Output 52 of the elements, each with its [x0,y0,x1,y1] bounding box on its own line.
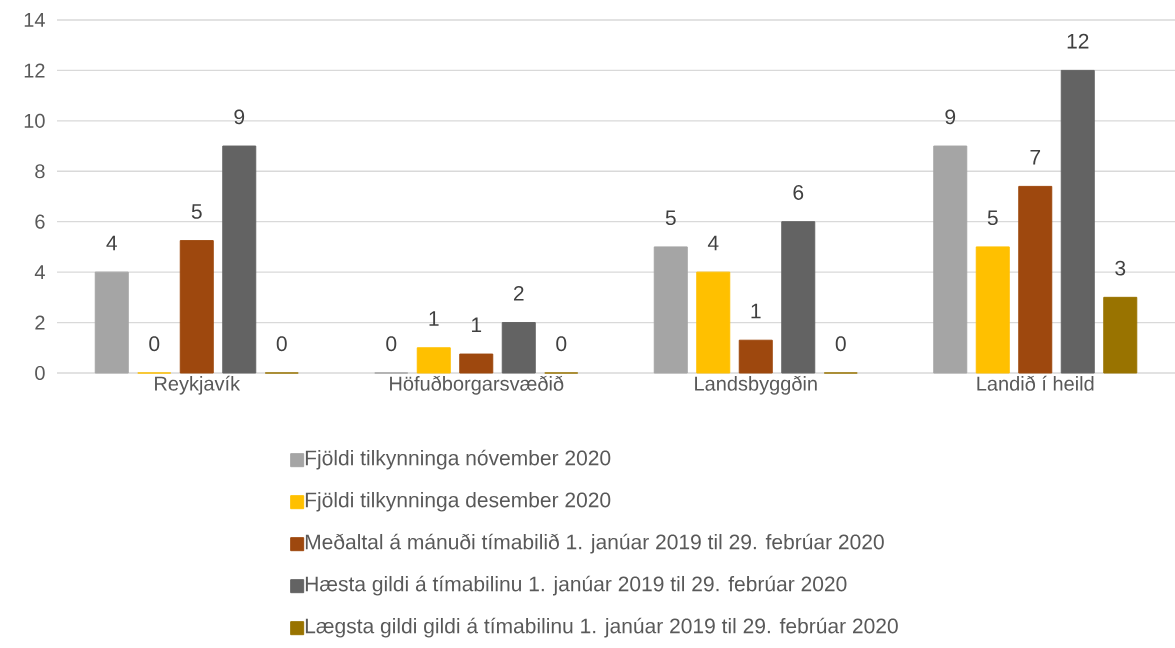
legend-label: Fjöldi tilkynninga desember 2020 [305,491,611,512]
x-tick-label: Höfuðborgarsvæðið [390,375,564,395]
data-label: 6 [793,185,804,200]
data-label: 5 [665,210,676,226]
bar [94,271,129,374]
data-label: 1 [751,303,761,319]
bar [459,353,494,374]
bar [696,271,731,374]
bar [416,347,451,374]
bar [1018,185,1053,374]
bar [1103,296,1138,374]
data-label: 5 [191,204,202,219]
data-label: 12 [1067,33,1089,49]
x-tick-label: Reykjavík [155,375,241,395]
data-label: 1 [472,317,482,333]
data-label: 5 [987,210,998,226]
y-tick-label: 4 [34,265,45,280]
y-tick-label: 12 [24,63,45,78]
bar [781,221,816,374]
legend-label: Meðaltal á mánuði tímabilið 1. janúar 2019 til 29. febrúar 2020 [305,533,884,554]
legend-label: Fjöldi tilkynninga nóvember 2020 [305,449,611,470]
y-tick-label: 10 [24,113,45,128]
bar [975,246,1010,374]
bar [933,145,968,374]
data-label: 9 [234,109,245,125]
data-label: 0 [149,336,160,352]
data-label: 0 [276,336,287,352]
data-label: 2 [513,285,524,301]
y-tick-label: 2 [35,315,45,330]
data-label: 1 [429,311,439,326]
data-label: 0 [386,336,397,352]
bar [653,246,688,374]
y-tick-label: 0 [35,365,45,381]
y-tick-label: 8 [35,164,45,179]
bar [501,322,536,374]
data-label: 9 [945,109,956,125]
data-label: 4 [106,235,117,251]
bar [1060,69,1095,374]
bar [738,339,773,374]
data-label: 3 [1115,260,1126,276]
y-tick-label: 14 [24,13,45,27]
bar [179,240,214,374]
data-label: 4 [707,235,719,251]
bar [222,145,257,374]
x-tick-label: Landsbyggðin [695,375,817,395]
data-label: 7 [1030,149,1041,165]
data-label: 0 [835,336,846,352]
x-tick-label: Landið í heild [977,375,1094,391]
legend-label: Lægsta gildi gildi á tímabilinu 1. janúar 2019 til 29. febrúar 2020 [305,617,898,638]
legend-label: Hæsta gildi á tímabilinu 1. janúar 2019 til 29. febrúar 2020 [305,575,847,596]
data-label: 0 [556,336,567,352]
y-tick-label: 6 [35,214,45,229]
